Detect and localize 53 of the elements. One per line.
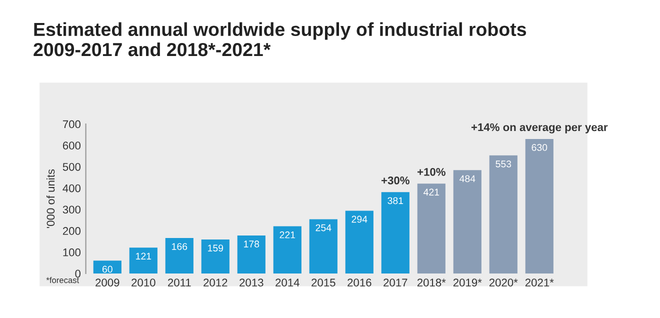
x-tick-label: 2019* xyxy=(453,278,482,287)
bar xyxy=(309,219,338,274)
data-label: 166 xyxy=(172,243,188,250)
x-tick-label: 2012 xyxy=(204,278,228,287)
data-label: 630 xyxy=(532,144,548,151)
x-tick-label: 2020* xyxy=(489,278,518,287)
data-label: 221 xyxy=(280,231,296,238)
x-tick-label: 2017 xyxy=(384,278,408,287)
annotation: +10% xyxy=(418,168,446,176)
annotation: +30% xyxy=(382,176,410,184)
bar xyxy=(165,238,194,274)
data-label: 159 xyxy=(208,244,224,252)
bar xyxy=(273,226,302,274)
x-tick-label: 2015 xyxy=(312,278,336,287)
y-tick-label: 400 xyxy=(62,184,81,192)
data-label: 421 xyxy=(424,188,440,196)
bar xyxy=(237,235,266,274)
data-label: 254 xyxy=(316,224,332,232)
text: *forecast xyxy=(46,276,80,284)
x-tick-label: 2009 xyxy=(96,278,120,287)
x-tick-label: 2010 xyxy=(132,278,156,287)
bar xyxy=(453,170,482,274)
bar xyxy=(93,260,122,274)
bar xyxy=(525,138,554,274)
y-tick-label: 300 xyxy=(62,206,81,214)
y-axis-title: '000 of units xyxy=(46,169,55,228)
x-tick-label: 2021* xyxy=(525,278,554,287)
y-tick-label: 200 xyxy=(62,227,81,235)
x-tick-label: 2014 xyxy=(276,278,300,287)
bar xyxy=(381,192,410,274)
y-tick-label: 600 xyxy=(62,142,81,150)
data-label: 484 xyxy=(460,175,476,182)
data-label: 553 xyxy=(496,160,512,168)
y-tick-label: 100 xyxy=(63,248,81,256)
y-tick-label: 500 xyxy=(62,162,81,171)
data-label: 294 xyxy=(352,216,368,223)
x-tick-label: 2011 xyxy=(168,278,191,287)
data-label: 121 xyxy=(136,252,152,260)
chart-title: Estimated annual worldwide supply of industrial robots 2009-2017 and 2018*-2021* xyxy=(34,22,526,56)
annotation: +14% on average per year xyxy=(471,123,608,134)
bar xyxy=(201,240,230,274)
bar xyxy=(417,184,446,274)
data-label: 178 xyxy=(244,240,260,248)
y-tick-label: 700 xyxy=(62,120,81,128)
x-tick-label: 2016 xyxy=(348,278,372,287)
data-label: 60 xyxy=(102,266,112,273)
x-tick-label: 2013 xyxy=(240,278,264,287)
bar xyxy=(489,155,518,274)
y-tick-label: 0 xyxy=(75,270,81,278)
bar xyxy=(345,210,374,274)
bar xyxy=(129,248,158,274)
x-tick-label: 2018* xyxy=(417,278,446,287)
data-label: 381 xyxy=(388,197,404,204)
